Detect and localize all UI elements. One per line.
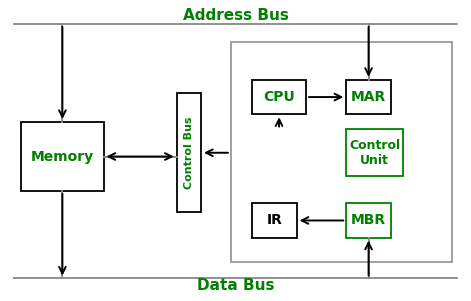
Bar <box>21 122 104 191</box>
Text: Address Bus: Address Bus <box>183 8 288 23</box>
Bar <box>231 42 452 262</box>
Text: Memory: Memory <box>31 150 94 163</box>
Text: MAR: MAR <box>351 90 386 104</box>
Bar <box>346 129 403 176</box>
Text: Control Bus: Control Bus <box>184 116 194 189</box>
Text: Control
Unit: Control Unit <box>349 139 400 167</box>
Text: IR: IR <box>267 213 282 228</box>
Text: MBR: MBR <box>351 213 386 228</box>
Bar <box>346 203 391 238</box>
Text: Data Bus: Data Bus <box>197 278 274 293</box>
Text: CPU: CPU <box>263 90 295 104</box>
Bar <box>252 203 297 238</box>
Bar <box>177 93 201 212</box>
Bar <box>252 80 306 114</box>
Bar <box>346 80 391 114</box>
